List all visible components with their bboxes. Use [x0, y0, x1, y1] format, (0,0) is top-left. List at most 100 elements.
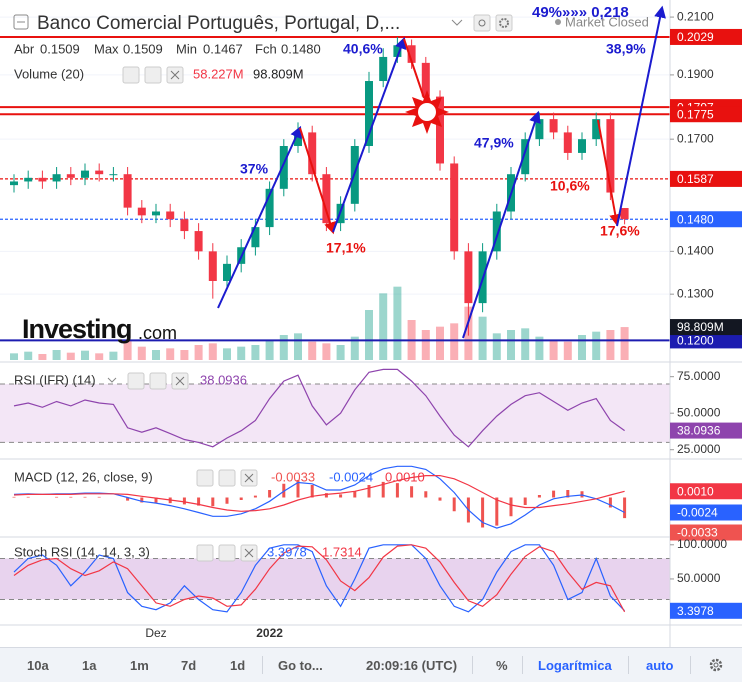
y-tick-label: 50.0000 [677, 405, 721, 419]
eye-icon[interactable] [473, 14, 491, 32]
histogram-bar [523, 497, 527, 505]
sun-icon [405, 90, 449, 134]
volume-bar [265, 340, 274, 360]
volume-bar [421, 330, 430, 360]
range-button[interactable]: 1m [130, 658, 149, 673]
histogram-bar [253, 495, 257, 498]
chart: Dez 2022 Investing .com 37% 17,1% 40,6% 4… [0, 0, 742, 647]
histogram-bar [438, 497, 442, 501]
indicator-line [13, 544, 626, 613]
symbol-icon[interactable] [13, 14, 29, 30]
axis-badge [670, 602, 742, 619]
histogram-bar [197, 497, 201, 506]
volume-bar [365, 310, 373, 360]
annotation: 10,6% [550, 178, 590, 194]
histogram-bar [239, 497, 243, 500]
log-toggle[interactable]: Logarítmica [538, 658, 612, 673]
axis-badge-label: 0.1200 [677, 334, 714, 348]
price-axis: 0.2100 0.1900 0.1700 0.1400 0.1300 0.2029 0.17… [670, 9, 742, 619]
volume-bar [322, 343, 331, 360]
candle-body [95, 170, 104, 175]
goto-button[interactable]: Go to... [278, 658, 323, 673]
settings-button[interactable] [707, 656, 725, 674]
settings-icon[interactable] [495, 14, 513, 32]
indicator-line [13, 475, 625, 512]
indicator-value: 1.7314 [322, 544, 362, 559]
legend-label: Fch [255, 41, 277, 56]
collapse-icon[interactable] [107, 377, 117, 383]
range-button[interactable]: 7d [181, 658, 197, 673]
trend-line [332, 36, 407, 233]
candle-body [492, 211, 501, 252]
axis-badge-label: 38.0936 [677, 424, 721, 438]
candle-body [407, 45, 416, 63]
indicator-icons[interactable] [196, 544, 258, 562]
axis-badge [670, 504, 742, 521]
candle-body [308, 132, 317, 175]
histogram-bar [182, 497, 186, 505]
histogram-bar [310, 485, 314, 498]
candle-body [38, 177, 47, 182]
range-button[interactable]: 1d [230, 658, 246, 673]
candle-body [265, 188, 274, 228]
histogram-bar [424, 491, 428, 498]
candle-body [81, 170, 89, 178]
candle-body [123, 174, 132, 208]
collapse-icon[interactable] [451, 19, 463, 26]
trend-line [217, 125, 302, 309]
y-tick-label: 50.0000 [677, 571, 721, 585]
axis-badge-label: 98.809M [677, 320, 724, 334]
annotation: 47,9% [474, 135, 514, 151]
auto-toggle[interactable]: auto [646, 658, 674, 673]
market-status: Market Closed [565, 14, 649, 29]
eye-icon [478, 19, 486, 27]
range-button[interactable]: 10a [27, 658, 49, 673]
candle-body [549, 119, 558, 133]
indicator-name: Stoch RSI (14, 14, 3, 3) [14, 544, 150, 559]
candle-body [10, 181, 18, 186]
histogram-bar [69, 496, 73, 498]
y-tick-label: 0.2100 [677, 9, 714, 23]
volume-bar [592, 331, 601, 360]
axis-badge [670, 319, 742, 336]
volume-bar [24, 351, 33, 360]
range-button[interactable]: 1a [82, 658, 97, 673]
legend-value: 0.1509 [123, 41, 163, 56]
annotations: 37% 17,1% 40,6% 47,9% 10,6% 17,6% 38,9% [240, 41, 646, 256]
candle-body [322, 174, 331, 224]
candle-body [52, 174, 61, 182]
candle-body [24, 177, 33, 182]
trend-line [403, 38, 425, 99]
histogram-bar [55, 496, 59, 498]
histogram-bar [566, 490, 570, 498]
indicator-name: RSI (IFR) (14) [14, 372, 96, 387]
axis-badge-label: 0.1587 [677, 172, 714, 186]
band-fill [0, 383, 670, 443]
volume-bar [578, 335, 586, 360]
annotation: 17,6% [600, 223, 640, 239]
indicator-name: Volume (20) [14, 66, 84, 81]
histogram-bar [296, 480, 300, 498]
volume-bar [279, 335, 288, 360]
candle-body [578, 139, 586, 153]
indicator-icons[interactable] [122, 66, 184, 84]
indicator-icons[interactable] [196, 469, 258, 487]
indicator-icons[interactable] [127, 372, 189, 390]
volume-bar [450, 323, 459, 360]
histogram-bar [367, 485, 371, 498]
indicator-line [13, 544, 626, 613]
percent-toggle[interactable]: % [496, 658, 508, 673]
axis-badge [670, 332, 742, 349]
histogram-bar [452, 497, 456, 512]
histogram-bar [12, 496, 16, 498]
clock[interactable]: 20:09:16 (UTC) [366, 658, 458, 673]
candle-body [365, 81, 373, 147]
volume-bar [563, 341, 572, 360]
candle-body [166, 211, 175, 220]
settings-icon [499, 18, 509, 28]
indicator-value: 58.227M [193, 66, 244, 81]
histogram-bar [225, 497, 229, 504]
watermark: .com [138, 323, 177, 343]
volume-bar [223, 348, 231, 360]
axis-badge [670, 170, 742, 187]
